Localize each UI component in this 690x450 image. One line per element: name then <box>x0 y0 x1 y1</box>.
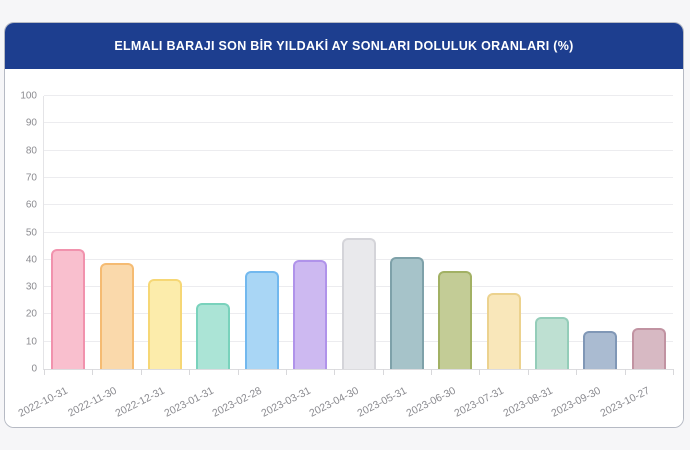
y-axis-tick-label: 10 <box>25 336 37 348</box>
chart-title-bar: ELMALI BARAJI SON BİR YILDAKİ AY SONLARI… <box>5 23 683 69</box>
x-axis-tick <box>237 369 239 375</box>
x-axis-tick <box>624 369 626 375</box>
bar-2023-10-27 <box>631 328 666 369</box>
x-axis-labels: 2022-10-31 2022-11-30 2022-12-31 2023-01-31… <box>17 374 673 426</box>
x-axis-tick <box>479 369 481 375</box>
bar-2023-02-28 <box>244 270 279 369</box>
gridline <box>44 122 673 124</box>
bar-slot <box>92 96 140 369</box>
bar-slot <box>576 96 624 369</box>
x-axis-tick <box>527 369 529 375</box>
y-axis-tick-label: 60 <box>25 199 37 211</box>
x-axis-tick <box>140 369 142 375</box>
x-axis-tick-label: 2023-09-30 <box>549 384 604 420</box>
y-axis-tick-label: 90 <box>25 117 37 129</box>
y-axis-tick-label: 40 <box>25 254 37 266</box>
x-axis-tick <box>44 369 45 375</box>
bar-slot <box>141 96 189 369</box>
x-axis-tick-label: 2023-05-31 <box>355 384 410 420</box>
bars-layer <box>44 96 673 369</box>
x-axis-tick-label: 2023-06-30 <box>404 384 458 420</box>
bar-slot <box>189 96 237 369</box>
plot-area <box>43 95 674 375</box>
bar-2023-03-31 <box>293 259 328 369</box>
x-axis-tick-label: 2023-07-31 <box>452 384 507 420</box>
gridline <box>44 204 673 206</box>
bar-slot <box>383 96 431 369</box>
y-axis-tick-label: 30 <box>25 281 37 293</box>
bar-2023-09-30 <box>583 330 618 369</box>
gridline <box>44 95 673 96</box>
x-axis-tick-label: 2022-10-31 <box>16 384 70 420</box>
gridline <box>44 231 673 233</box>
x-axis-tick-label: 2022-12-31 <box>113 384 167 420</box>
bar-slot <box>480 96 528 369</box>
bar-slot <box>286 96 334 369</box>
y-axis-tick-label: 70 <box>25 172 37 184</box>
x-axis-tick <box>285 369 287 375</box>
bar-2022-12-31 <box>147 278 182 369</box>
chart-title: ELMALI BARAJI SON BİR YILDAKİ AY SONLARI… <box>114 39 574 53</box>
bar-2023-06-30 <box>438 270 473 369</box>
x-axis-tick <box>382 369 384 375</box>
bar-2023-07-31 <box>486 292 521 369</box>
x-axis-tick-label: 2023-03-31 <box>258 384 313 420</box>
y-axis-tick-label: 100 <box>20 90 37 102</box>
bar-2023-01-31 <box>196 303 231 369</box>
x-axis-tick-label: 2023-04-30 <box>307 384 361 420</box>
bar-2023-05-31 <box>389 257 424 369</box>
bar-2023-04-30 <box>341 237 376 369</box>
bar-2022-10-31 <box>51 248 86 369</box>
x-axis-tick <box>576 369 578 375</box>
x-axis-tick-label: 2022-11-30 <box>65 384 119 420</box>
x-axis-tick <box>334 369 336 375</box>
y-axis-tick-label: 0 <box>31 363 37 375</box>
x-axis-tick <box>673 369 674 375</box>
bar-slot <box>431 96 479 369</box>
bar-slot <box>625 96 673 369</box>
gridline <box>44 176 673 178</box>
y-axis-tick-label: 20 <box>25 308 37 320</box>
x-axis-tick <box>189 369 191 375</box>
chart-panel: ELMALI BARAJI SON BİR YILDAKİ AY SONLARI… <box>4 22 684 428</box>
x-axis-tick <box>431 369 433 375</box>
bar-slot <box>238 96 286 369</box>
x-axis-tick-label: 2023-01-31 <box>162 384 216 420</box>
bar-slot <box>528 96 576 369</box>
x-axis-tick <box>92 369 94 375</box>
bar-slot <box>44 96 92 369</box>
gridline <box>44 149 673 151</box>
bar-chart: 0 10 20 30 40 50 60 70 80 90 100 2022-10-31 2022-11… <box>5 69 683 427</box>
x-axis-tick-label: 2023-08-31 <box>501 384 555 420</box>
y-axis-tick-label: 50 <box>25 227 37 238</box>
bar-2023-08-31 <box>535 317 570 369</box>
bar-2022-11-30 <box>99 262 134 369</box>
x-axis-tick-label: 2023-10-27 <box>598 384 652 420</box>
x-axis-tick-label: 2023-02-28 <box>210 384 264 420</box>
y-axis-tick-label: 80 <box>25 145 37 157</box>
bar-slot <box>334 96 382 369</box>
